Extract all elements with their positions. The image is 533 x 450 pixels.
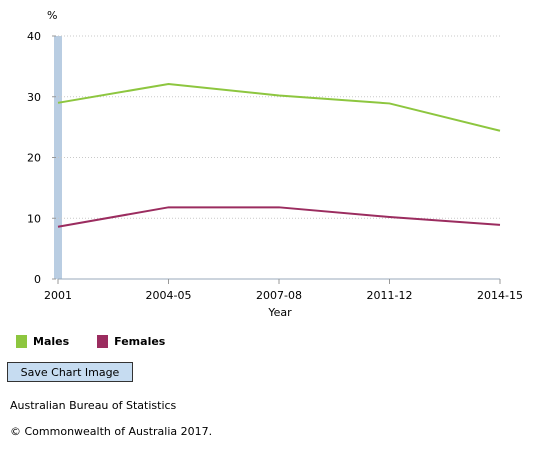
x-tick-label: 2014-15 [477, 289, 523, 302]
x-tick-label: 2001 [44, 289, 72, 302]
legend-item-males[interactable]: Males [16, 335, 69, 348]
legend-swatch-males [16, 335, 27, 348]
legend-label-females: Females [114, 335, 166, 348]
x-tick-label: 2007-08 [256, 289, 302, 302]
y-axis-ticks: 0 10 20 30 40 [27, 30, 56, 286]
legend-label-males: Males [33, 335, 70, 348]
save-chart-image-button[interactable]: Save Chart Image [7, 362, 133, 382]
y-tick-label: 30 [27, 91, 41, 104]
series-group [57, 82, 501, 228]
legend: Males Females [16, 335, 165, 348]
legend-swatch-females [97, 335, 109, 348]
y-tick-label: 0 [34, 273, 41, 286]
series-line-females[interactable] [57, 206, 501, 228]
x-axis-title: Year [267, 306, 292, 319]
x-tick-label: 2011-12 [367, 289, 413, 302]
x-tick-label: 2004-05 [146, 289, 192, 302]
y-tick-label: 20 [27, 152, 41, 165]
y-tick-label: 10 [27, 212, 41, 225]
x-axis-ticks: 2001 2004-05 2007-08 2011-12 2014-15 [44, 279, 523, 302]
source-text: Australian Bureau of Statistics [10, 399, 177, 412]
copyright-text: © Commonwealth of Australia 2017. [10, 425, 213, 438]
y-tick-label: 40 [27, 30, 41, 43]
line-chart: % 0 10 20 30 40 2001 2004-05 2007-08 2011-12 201… [27, 9, 523, 319]
series-line-males[interactable] [57, 82, 501, 132]
legend-item-females[interactable]: Females [97, 335, 165, 348]
grid-lines [58, 35, 500, 219]
y-axis-title: % [47, 9, 57, 22]
